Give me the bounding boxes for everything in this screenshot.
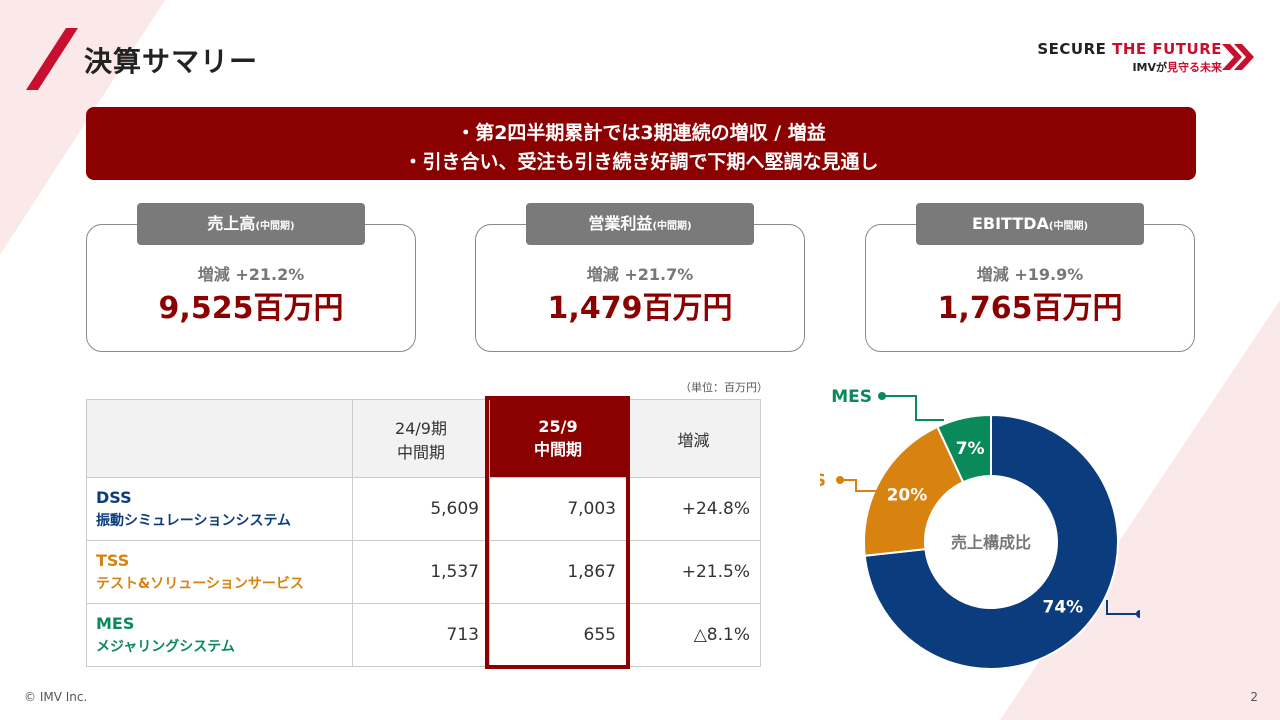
brand-subtagline: IMVが見守る未来 [1132,61,1222,74]
donut-slice-mes [936,413,992,484]
segment-cell: TSS テスト&ソリューションサービス [86,540,353,604]
curr-value: 655 [489,603,627,667]
curr-value: 7,003 [489,477,627,541]
donut-value-label-mes: 7% [956,439,985,459]
change-value: △8.1% [626,603,761,667]
segment-name: テスト&ソリューションサービス [96,576,304,592]
header-change: 増減 [626,399,761,478]
kpi-value: 1,479百万円 [547,291,733,326]
table-row: TSS テスト&ソリューションサービス 1,537 1,867 +21.5% [86,540,761,604]
banner-line-1: ・第2四半期累計では3期連続の増収 / 増益 [456,122,826,144]
segment-code: DSS [96,488,132,507]
title-slash-icon [26,28,78,90]
prev-value: 5,609 [352,477,490,541]
kpi-value: 9,525百万円 [158,291,344,326]
segment-cell: DSS 振動シミュレーションシステム [86,477,353,541]
header-blank [86,399,353,478]
kpi-tab-ebittda: EBITTDA(中間期) [916,203,1144,245]
callout-dot-mes [878,392,886,400]
segment-code: MES [96,614,135,633]
segment-table: 24/9期 中間期 25/9 中間期 増減 DSS 振動シミュレーションシステム 5… [86,399,761,667]
kpi-tab-sales: 売上高(中間期) [137,203,365,245]
kpi-value: 1,765百万円 [937,291,1123,326]
segment-name: メジャリングシステム [96,639,235,655]
change-value: +24.8% [626,477,761,541]
page-number: 2 [1250,690,1258,704]
banner-line-2: ・引き合い、受注も引き続き好調で下期へ堅調な見通し [403,151,879,173]
page-title: 決算サマリー [84,45,259,78]
header-prev-period: 24/9期 中間期 [352,399,490,478]
change-value: +21.5% [626,540,761,604]
callout-label-mes: MES [831,387,872,407]
callout-label-tss: TSS [820,471,826,491]
segment-code: TSS [96,551,130,570]
donut-value-label-tss: 20% [887,486,928,506]
table-row: MES メジャリングシステム 713 655 △8.1% [86,603,761,667]
callout-line-tss [840,479,878,492]
unit-note: （単位：百万円） [680,381,768,394]
callout-dot-tss [836,476,844,484]
callout-dot-dss [1136,610,1140,618]
kpi-change: 増減 +21.2% [197,265,305,284]
kpi-card-ebittda: 増減 +19.9% 1,765百万円 [865,224,1195,352]
background-triangle-top-left [0,0,165,255]
sales-composition-donut-chart: 74%20%7%売上構成比DSSTSSMES [820,387,1140,670]
table-row: DSS 振動シミュレーションシステム 5,609 7,003 +24.8% [86,477,761,541]
summary-banner: ・第2四半期累計では3期連続の増収 / 増益 ・引き合い、受注も引き続き好調で下… [86,107,1196,180]
brand-tagline: SECURE THE FUTURE [1037,40,1222,58]
header-current-period: 25/9 中間期 [489,399,627,478]
donut-value-label-dss: 74% [1042,597,1083,617]
brand-logo: SECURE THE FUTURE IMVが見守る未来 [1037,40,1222,75]
double-chevron-icon [1222,44,1254,70]
callout-line-dss [1106,600,1140,615]
prev-value: 713 [352,603,490,667]
donut-slice-dss [863,413,1119,670]
table-header-row: 24/9期 中間期 25/9 中間期 増減 [86,399,761,478]
callout-line-mes [882,395,944,421]
kpi-card-sales: 増減 +21.2% 9,525百万円 [86,224,416,352]
kpi-tab-operating-profit: 営業利益(中間期) [526,203,754,245]
curr-value: 1,867 [489,540,627,604]
segment-cell: MES メジャリングシステム [86,603,353,667]
kpi-change: 増減 +19.9% [976,265,1084,284]
kpi-change: 増減 +21.7% [586,265,694,284]
kpi-card-operating-profit: 増減 +21.7% 1,479百万円 [475,224,805,352]
prev-value: 1,537 [352,540,490,604]
copyright: © IMV Inc. [24,690,88,704]
segment-name: 振動シミュレーションシステム [96,513,292,529]
donut-center-title: 売上構成比 [951,533,1031,552]
